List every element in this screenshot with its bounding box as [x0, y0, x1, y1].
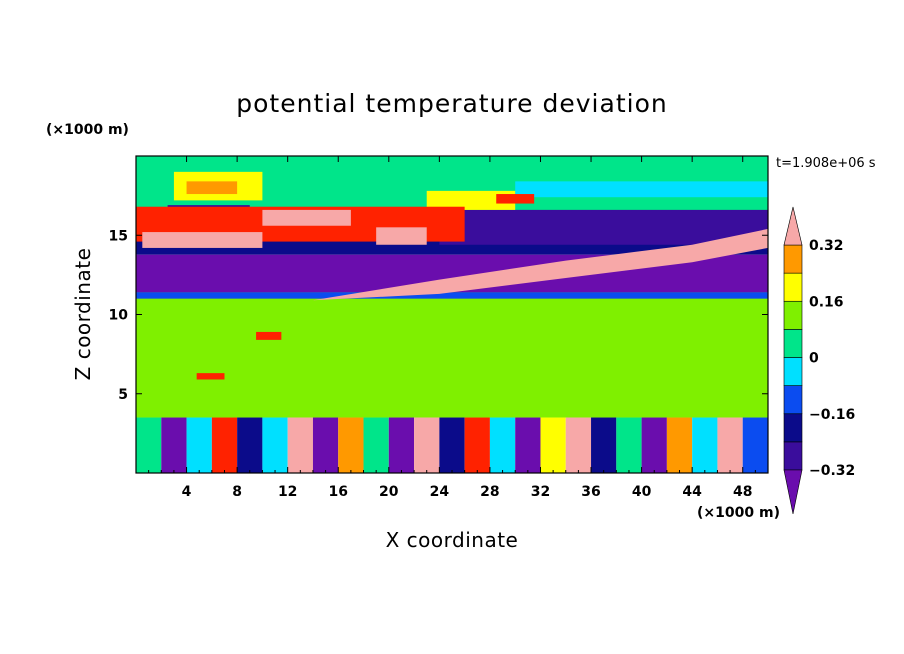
boundary-cell-5	[262, 417, 288, 473]
colorbar-tick-label: −0.16	[809, 407, 855, 423]
colorbar-extend-top	[783, 206, 803, 246]
colorbar-tick-label: 0	[809, 351, 819, 367]
boundary-cell-18	[591, 417, 617, 473]
y-tick-label: 15	[109, 228, 128, 244]
boundary-cell-1	[161, 417, 187, 473]
x-tick-label: 16	[328, 484, 347, 500]
y-tick-label: 5	[118, 387, 128, 403]
x-tick-label: 8	[232, 484, 242, 500]
contour-field	[136, 156, 768, 473]
boundary-cell-17	[565, 417, 592, 473]
x-unit-label: (×1000 m)	[697, 505, 780, 521]
y-unit-label: (×1000 m)	[46, 122, 129, 138]
x-tick-label: 28	[480, 484, 499, 500]
x-axis: 4 8 12 16 20 24 28 32 36 40 44 48	[148, 156, 756, 500]
boundary-cell-16	[540, 417, 566, 473]
y-axis-label: Z coordinate	[71, 248, 95, 381]
x-tick-label: 32	[531, 484, 550, 500]
boundary-cell-22	[692, 417, 718, 473]
field-band-0	[312, 228, 768, 301]
boundary-cell-11	[414, 417, 440, 473]
y-tick-label: 10	[109, 308, 129, 324]
x-tick-label: 36	[581, 484, 600, 500]
colorbar-tick-label: −0.32	[809, 463, 855, 479]
field-region-11	[186, 181, 238, 195]
boundary-cell-10	[388, 417, 415, 473]
boundary-cell-9	[363, 417, 389, 473]
colorbar: 0.32 0.16 0 −0.16 −0.32	[783, 206, 855, 515]
field-region-15	[262, 209, 351, 226]
colorbar-tick-label: 0.16	[809, 294, 844, 310]
time-label: t=1.908e+06 s	[776, 156, 876, 171]
boundary-cell-3	[211, 417, 238, 473]
boundary-cell-6	[287, 417, 313, 473]
x-tick-label: 40	[632, 484, 652, 500]
boundary-cell-0	[136, 417, 162, 473]
colorbar-segment	[783, 385, 803, 415]
x-tick-label: 12	[278, 484, 297, 500]
field-region-2	[136, 292, 768, 299]
boundary-cell-2	[186, 417, 212, 473]
boundary-cell-24	[742, 417, 768, 473]
boundary-cell-15	[515, 417, 541, 473]
x-tick-label: 48	[733, 484, 752, 500]
boundary-cell-21	[666, 417, 693, 473]
colorbar-segment	[783, 413, 803, 443]
boundary-cell-13	[464, 417, 490, 473]
boundary-cell-4	[237, 417, 263, 473]
colorbar-segment	[783, 357, 803, 386]
x-tick-label: 20	[379, 484, 399, 500]
colorbar-segment	[783, 300, 803, 330]
field-region-19	[196, 373, 225, 380]
boundary-cell-7	[312, 417, 339, 473]
field-region-1	[136, 295, 768, 418]
field-region-8	[439, 209, 768, 245]
boundary-cell-14	[489, 417, 516, 473]
boundary-cell-19	[616, 417, 642, 473]
field-region-16	[142, 232, 263, 248]
boundary-cell-23	[717, 417, 743, 473]
y-axis: 5 10 15	[109, 228, 768, 403]
colorbar-extend-bottom	[783, 469, 803, 515]
colorbar-segment	[783, 329, 803, 358]
field-region-18	[256, 331, 282, 340]
field-region-13	[496, 194, 535, 204]
x-axis-label: X coordinate	[386, 528, 519, 552]
colorbar-tick-label: 0.32	[809, 238, 844, 254]
field-region-9	[515, 181, 768, 198]
colorbar-segment	[783, 441, 803, 471]
chart-title: potential temperature deviation	[236, 89, 667, 118]
colorbar-segment	[783, 244, 803, 274]
boundary-cell-12	[439, 417, 465, 473]
field-region-17	[376, 227, 427, 245]
x-tick-label: 4	[182, 484, 192, 500]
boundary-cell-8	[338, 417, 364, 473]
x-tick-label: 44	[682, 484, 702, 500]
boundary-cell-20	[641, 417, 667, 473]
x-tick-label: 24	[430, 484, 450, 500]
colorbar-segment	[783, 272, 803, 302]
field-region-12	[426, 190, 516, 210]
